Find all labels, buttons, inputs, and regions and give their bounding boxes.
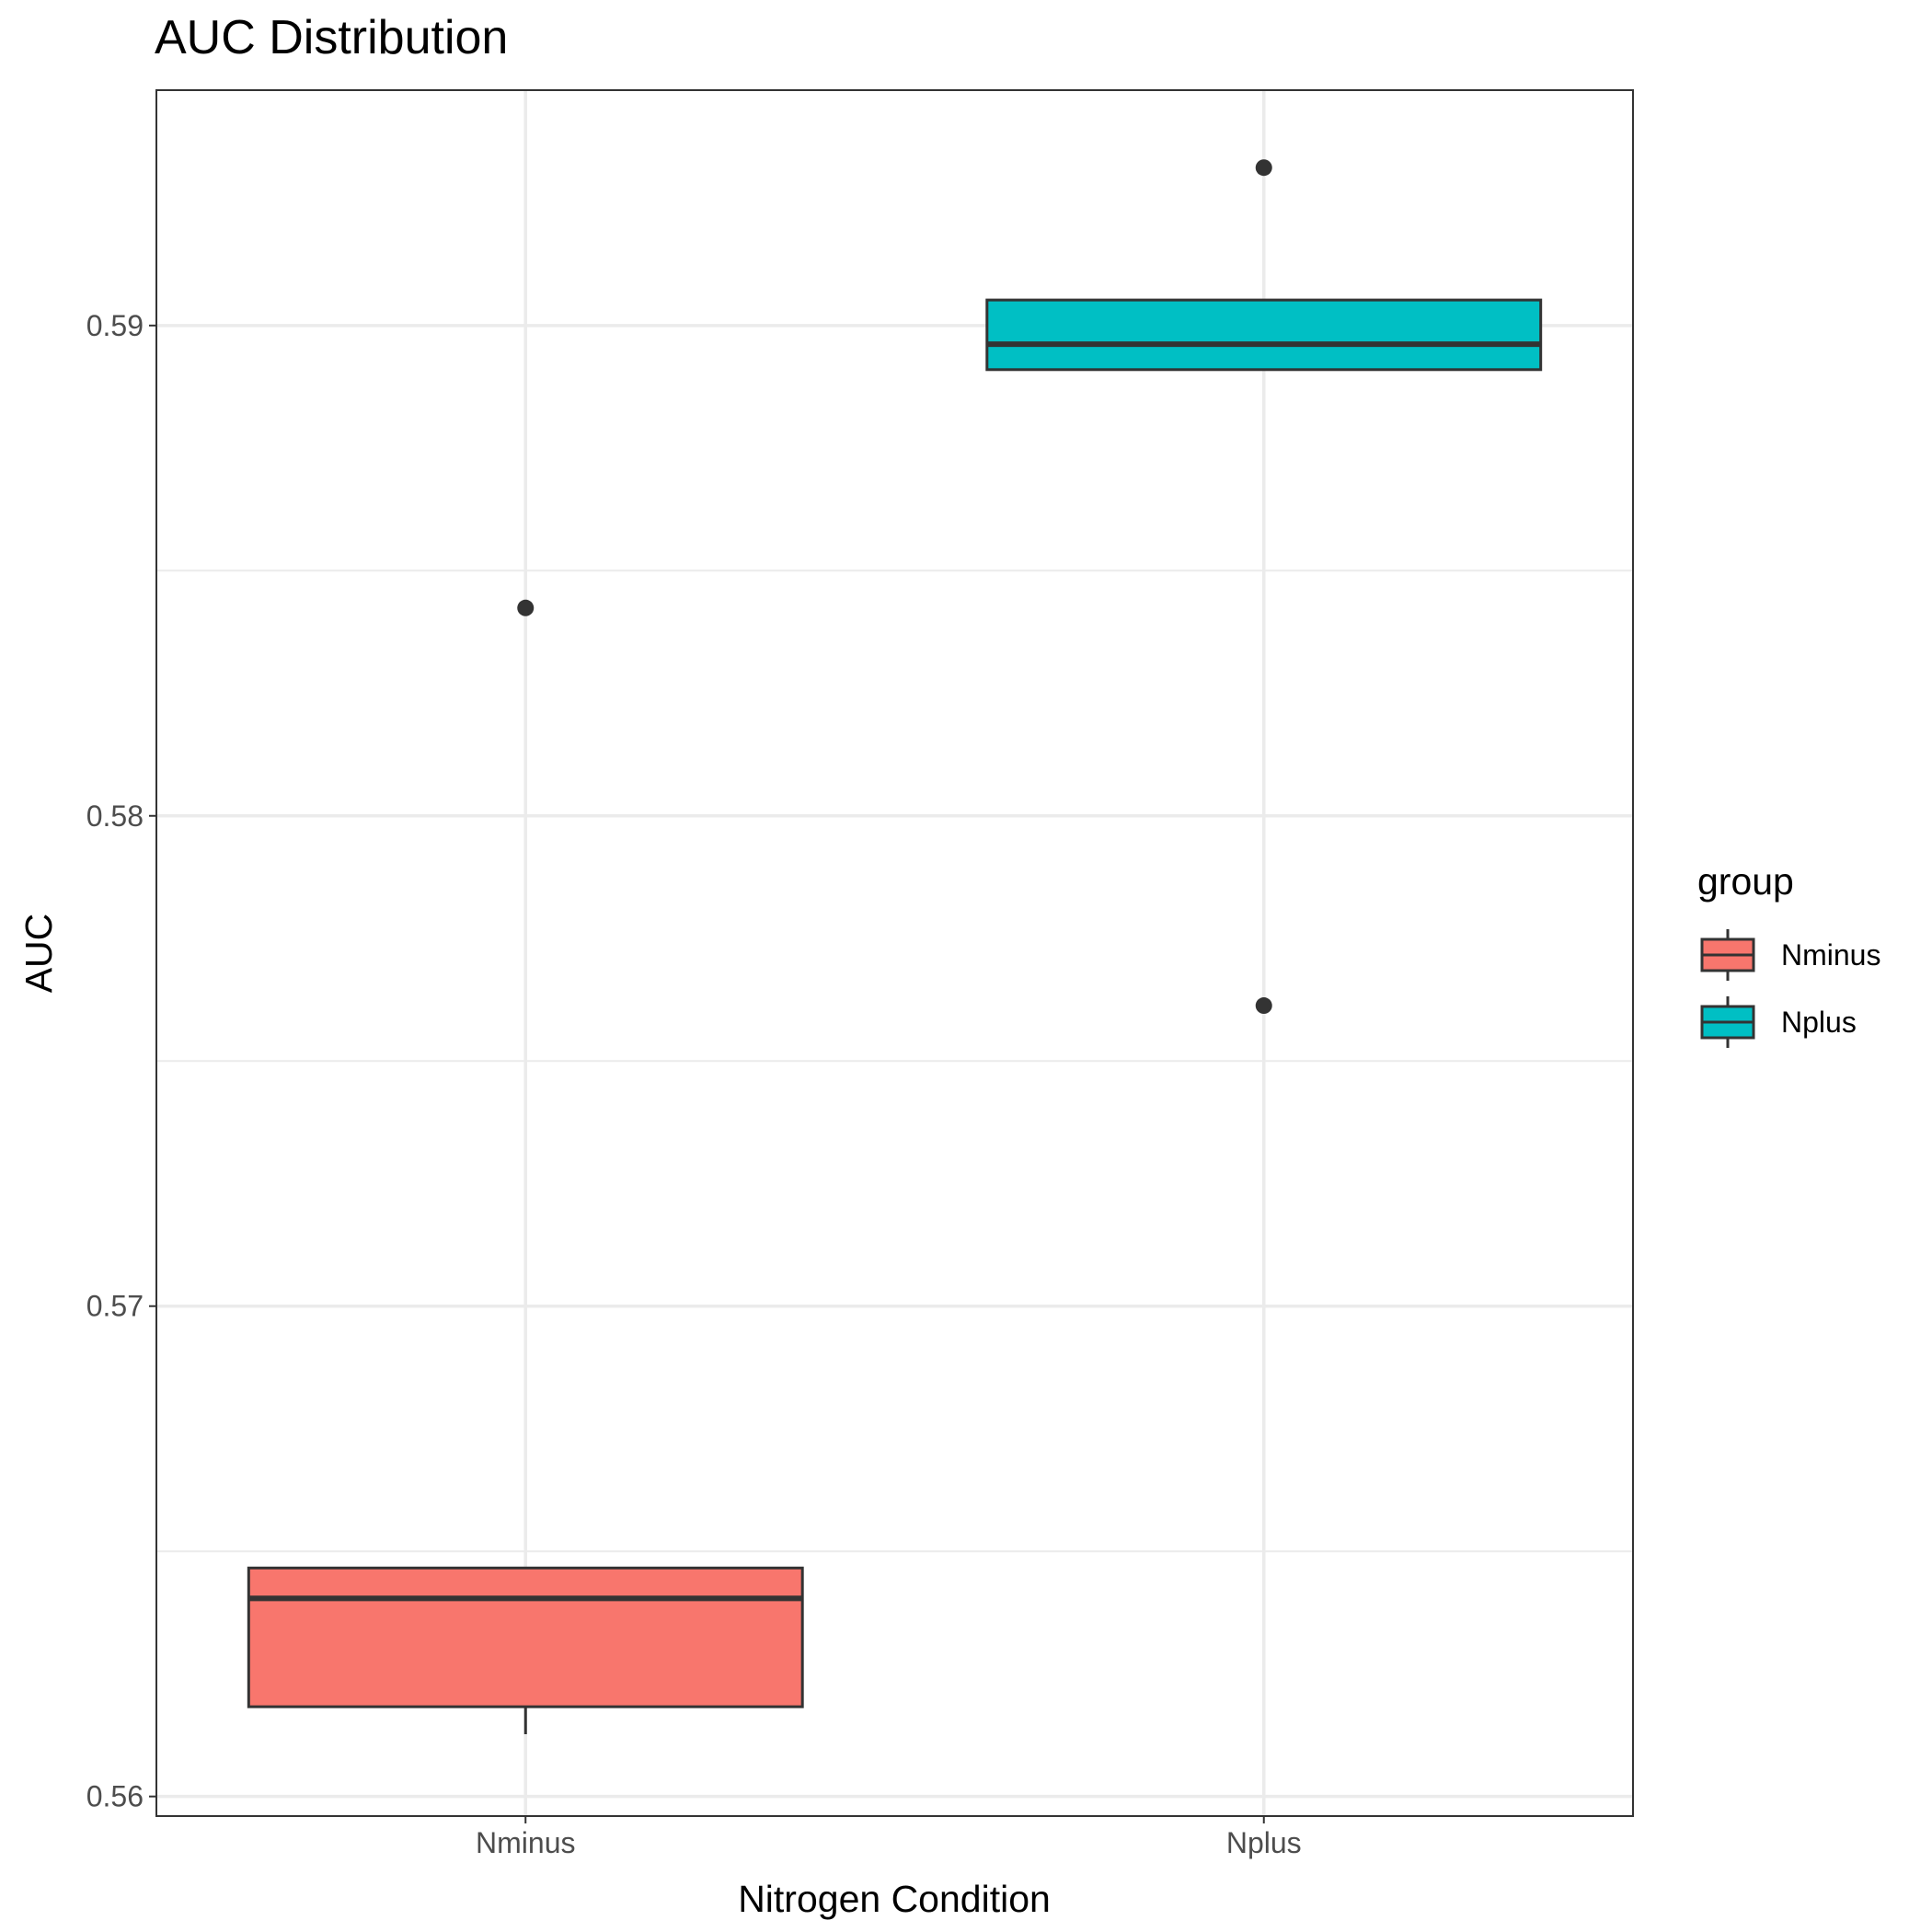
boxplot-nplus xyxy=(985,159,1543,1015)
outlier-point xyxy=(1255,159,1272,177)
axes: 0.56 0.57 0.58 0.59 Nminus Nplus xyxy=(86,309,1302,1859)
x-tick-label: Nminus xyxy=(476,1826,575,1859)
legend-label: Nplus xyxy=(1781,1006,1857,1039)
box xyxy=(247,1566,804,1708)
boxplots xyxy=(247,159,1543,1734)
outlier-point xyxy=(1255,997,1272,1015)
y-axis-title: AUC xyxy=(17,914,60,994)
y-tick-label: 0.57 xyxy=(86,1290,144,1323)
x-tick-label: Nplus xyxy=(1226,1826,1302,1859)
y-tick-label: 0.56 xyxy=(86,1780,144,1813)
outlier-point xyxy=(517,599,535,616)
x-axis-title: Nitrogen Condition xyxy=(738,1878,1051,1920)
legend: group Nminus Nplus xyxy=(1697,860,1880,1048)
chart-title: AUC Distribution xyxy=(155,11,508,64)
plot-border xyxy=(155,89,1634,1817)
legend-item-nminus: Nminus xyxy=(1700,929,1880,981)
y-tick-label: 0.59 xyxy=(86,309,144,342)
plot-background xyxy=(156,90,1633,1816)
legend-title: group xyxy=(1697,860,1794,903)
legend-item-nplus: Nplus xyxy=(1700,996,1857,1048)
y-tick-label: 0.58 xyxy=(86,799,144,833)
box xyxy=(985,298,1543,372)
boxplot-nminus xyxy=(247,599,804,1734)
legend-label: Nminus xyxy=(1781,938,1880,972)
